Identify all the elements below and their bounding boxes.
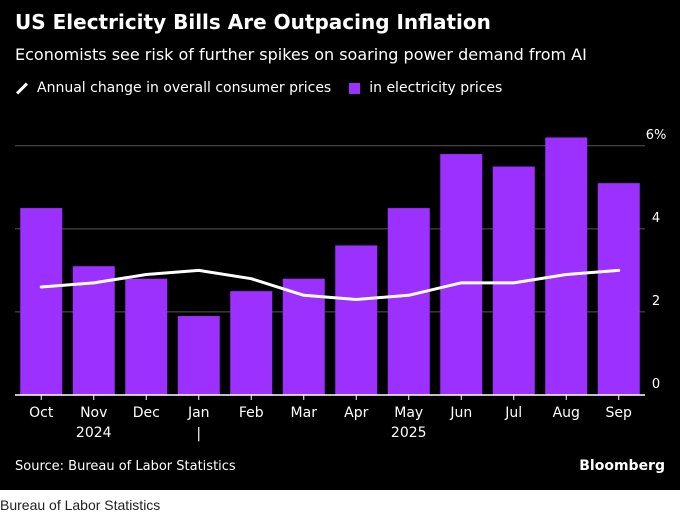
image-caption: Bureau of Labor Statistics xyxy=(0,497,161,513)
x-tick-label: Apr xyxy=(344,405,368,421)
bar xyxy=(335,245,378,395)
bar xyxy=(177,316,220,395)
x-tick-label: Jun xyxy=(449,405,472,421)
legend-label-electricity-prices: in electricity prices xyxy=(369,80,503,96)
x-tick-label: Mar xyxy=(291,405,318,421)
year-label: 2024 xyxy=(76,425,112,441)
x-tick-label: May xyxy=(394,405,423,421)
source-note: Source: Bureau of Labor Statistics xyxy=(15,459,236,474)
legend-item-consumer-prices: Annual change in overall consumer prices xyxy=(15,80,331,96)
x-tick-label: Jan xyxy=(187,405,210,421)
bar xyxy=(597,183,640,395)
bar xyxy=(125,278,168,395)
bar xyxy=(20,208,63,395)
x-tick-label: Aug xyxy=(553,405,580,421)
x-tick-label: Jul xyxy=(504,405,522,421)
bar xyxy=(545,137,588,395)
legend-label-consumer-prices: Annual change in overall consumer prices xyxy=(37,80,332,96)
legend-item-electricity-prices: in electricity prices xyxy=(331,80,502,96)
x-tick-label: Sep xyxy=(606,405,633,421)
bar xyxy=(387,208,430,395)
y-tick-label: 2 xyxy=(652,294,660,309)
x-tick-label: Dec xyxy=(133,405,160,421)
chart-title: US Electricity Bills Are Outpacing Infla… xyxy=(15,10,491,34)
x-tick-label: Nov xyxy=(80,405,107,421)
chart-plot: 0 2 4 6% Oct Nov Dec Jan Feb Mar Apr May Jun Jul Aug Se… xyxy=(15,128,667,442)
bar xyxy=(230,291,273,395)
chart-subtitle: Economists see risk of further spikes on… xyxy=(15,45,587,64)
bar xyxy=(440,154,483,395)
bar xyxy=(72,266,115,395)
x-tick-label: Feb xyxy=(239,405,264,421)
chart-card: US Electricity Bills Are Outpacing Infla… xyxy=(0,0,680,490)
legend: Annual change in overall consumer prices… xyxy=(15,80,502,96)
y-tick-label: 6% xyxy=(646,128,667,143)
year-label: 2025 xyxy=(391,425,427,441)
y-tick-label: 0 xyxy=(652,377,660,392)
brand-logo: Bloomberg xyxy=(579,458,665,474)
legend-swatch-icon xyxy=(349,82,361,94)
line-series xyxy=(39,268,621,301)
y-tick-label: 4 xyxy=(652,211,660,226)
bar xyxy=(282,278,325,395)
x-tick-label: Oct xyxy=(29,405,54,421)
year-divider: | xyxy=(196,426,201,442)
